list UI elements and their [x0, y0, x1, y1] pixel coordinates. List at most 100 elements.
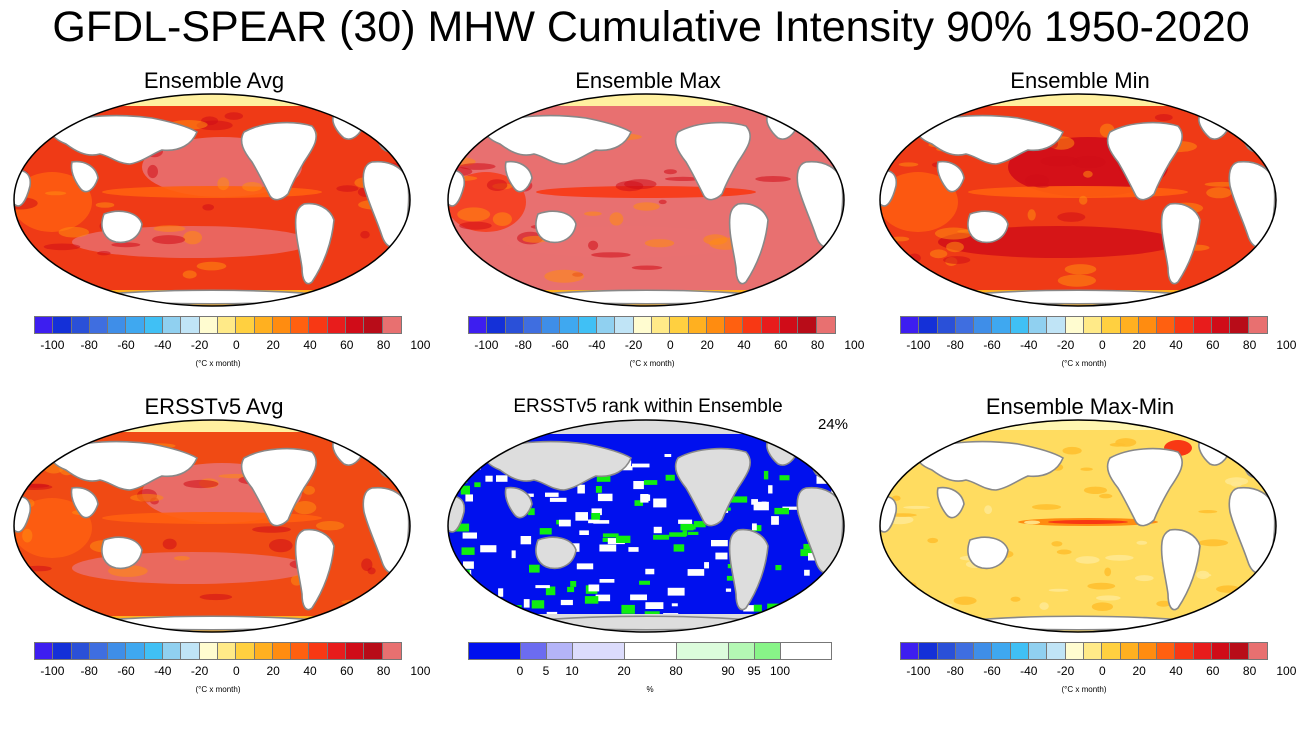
colorbar-swatch: [254, 643, 273, 659]
land-antarctica: [947, 289, 1209, 305]
map-outline: [13, 419, 411, 633]
colorbar-swatches: [900, 316, 1268, 334]
colorbar-swatch: [181, 317, 200, 333]
land-south-america: [294, 528, 335, 611]
colorbar-swatch: [670, 317, 689, 333]
land-north-america: [1106, 121, 1183, 201]
colorbar-swatch: [1083, 317, 1103, 333]
map-field: [880, 420, 1276, 632]
world-map: [13, 419, 411, 633]
colorbar-swatch: [1102, 317, 1121, 333]
colorbar-swatch: [901, 317, 920, 333]
colorbar-swatch: [729, 643, 755, 659]
colorbar-tick: -80: [80, 664, 98, 678]
colorbar-swatch: [346, 643, 365, 659]
colorbar-tick: 80: [376, 338, 391, 352]
colorbar-tick: 0: [516, 664, 524, 678]
colorbar-swatch: [755, 643, 781, 659]
colorbar-tick: 0: [667, 338, 674, 352]
colorbar-swatch: [1193, 317, 1213, 333]
colorbar-tick: -20: [190, 664, 209, 678]
panel-title: Ensemble Max-Min: [985, 394, 1175, 419]
colorbar-swatch: [1065, 317, 1084, 333]
colorbar-swatch: [217, 643, 237, 659]
colorbar-swatch: [1157, 643, 1176, 659]
land-eurasia: [916, 440, 1065, 491]
colorbar-tick: 90: [721, 664, 735, 678]
colorbar-tick: -20: [1056, 664, 1075, 678]
colorbar: -100 -80 -60 -40 -20 0 20 40 60 80 100 (°C x month): [4, 316, 430, 386]
colorbar-swatch: [1193, 643, 1213, 659]
colorbar: -100 -80 -60 -40 -20 0 20 40 60 80 100 (°C x month): [4, 642, 430, 712]
world-map: [13, 93, 411, 307]
land-south-america: [294, 202, 335, 285]
colorbar-tick: -80: [514, 338, 532, 352]
colorbar: -100 -80 -60 -40 -20 0 20 40 60 80 100 (°C x month): [870, 642, 1296, 712]
land-north-america: [240, 121, 317, 201]
colorbar-swatches: [34, 642, 402, 660]
colorbar-swatch: [1175, 643, 1194, 659]
colorbar-tick: 100: [410, 664, 431, 678]
colorbar-swatches: [34, 316, 402, 334]
colorbar-tick: -40: [154, 664, 172, 678]
colorbar-swatch: [1157, 317, 1176, 333]
colorbar-tick: 100: [1276, 338, 1297, 352]
world-map: [447, 93, 845, 307]
colorbar-swatch: [487, 317, 506, 333]
colorbar-swatch: [309, 643, 328, 659]
colorbar-swatch: [1248, 317, 1267, 333]
colorbar-tick: 0: [233, 664, 240, 678]
colorbar-swatch: [1138, 317, 1158, 333]
land-north-america: [674, 447, 751, 527]
colorbar-swatch: [1230, 643, 1249, 659]
colorbar-swatch: [651, 317, 671, 333]
colorbar-tick: 60: [1206, 664, 1220, 678]
colorbar-swatch: [1010, 317, 1030, 333]
colorbar-swatch: [126, 643, 145, 659]
colorbar-swatch: [743, 317, 762, 333]
colorbar-tick: 80: [810, 338, 825, 352]
colorbar-tick: 20: [1132, 338, 1146, 352]
colorbar-swatch: [89, 317, 109, 333]
colorbar-swatch: [560, 317, 579, 333]
colorbar-tick: 60: [1206, 338, 1220, 352]
colorbar-swatch: [1230, 317, 1249, 333]
colorbar-swatch: [327, 317, 347, 333]
colorbar-tick: -60: [117, 338, 135, 352]
colorbar-tick: 20: [700, 338, 714, 352]
land-india-seasia: [936, 486, 965, 519]
colorbar-tick: 60: [340, 664, 354, 678]
panel-title: Ensemble Min: [1010, 68, 1150, 93]
colorbar-swatch: [163, 643, 182, 659]
panel-title: ERSSTv5 rank within Ensemble: [513, 396, 783, 417]
colorbar-swatch: [1102, 643, 1121, 659]
colorbar-swatch: [346, 317, 365, 333]
colorbar-swatch: [1029, 317, 1048, 333]
panel-ensemble-max: Ensemble Max -100 -80 -60 -40 -20 0 20 40 60 80 100…: [438, 66, 864, 406]
colorbar-tick: 0: [1099, 664, 1106, 678]
colorbar-swatch: [382, 317, 401, 333]
colorbar-tick: -20: [190, 338, 209, 352]
colorbar-swatch: [798, 317, 817, 333]
colorbar-tick: -40: [1020, 338, 1038, 352]
map-outline: [879, 419, 1277, 633]
colorbar-swatch: [974, 317, 993, 333]
colorbar-tick: 0: [1099, 338, 1106, 352]
colorbar-swatch: [236, 317, 255, 333]
land-europe-west: [1242, 124, 1272, 153]
land-europe-west: [810, 450, 840, 479]
land-europe-west: [810, 124, 840, 153]
colorbar-swatch: [597, 317, 616, 333]
panel-ersst-avg: ERSSTv5 Avg -100 -80 -60 -40 -20 0 20 40 60 80 100 (…: [4, 392, 430, 732]
colorbar-swatch: [53, 643, 72, 659]
land-australia: [535, 536, 577, 570]
colorbar-tick: 20: [1132, 664, 1146, 678]
panel-title: Ensemble Avg: [143, 68, 285, 93]
colorbar-tick: -100: [474, 338, 499, 352]
land-antarctica: [515, 289, 777, 305]
colorbar-swatch: [1065, 643, 1084, 659]
colorbar-tick: 100: [769, 664, 791, 678]
colorbar-swatch: [761, 317, 781, 333]
colorbar-swatch: [272, 643, 292, 659]
land-europe-west: [376, 124, 406, 153]
